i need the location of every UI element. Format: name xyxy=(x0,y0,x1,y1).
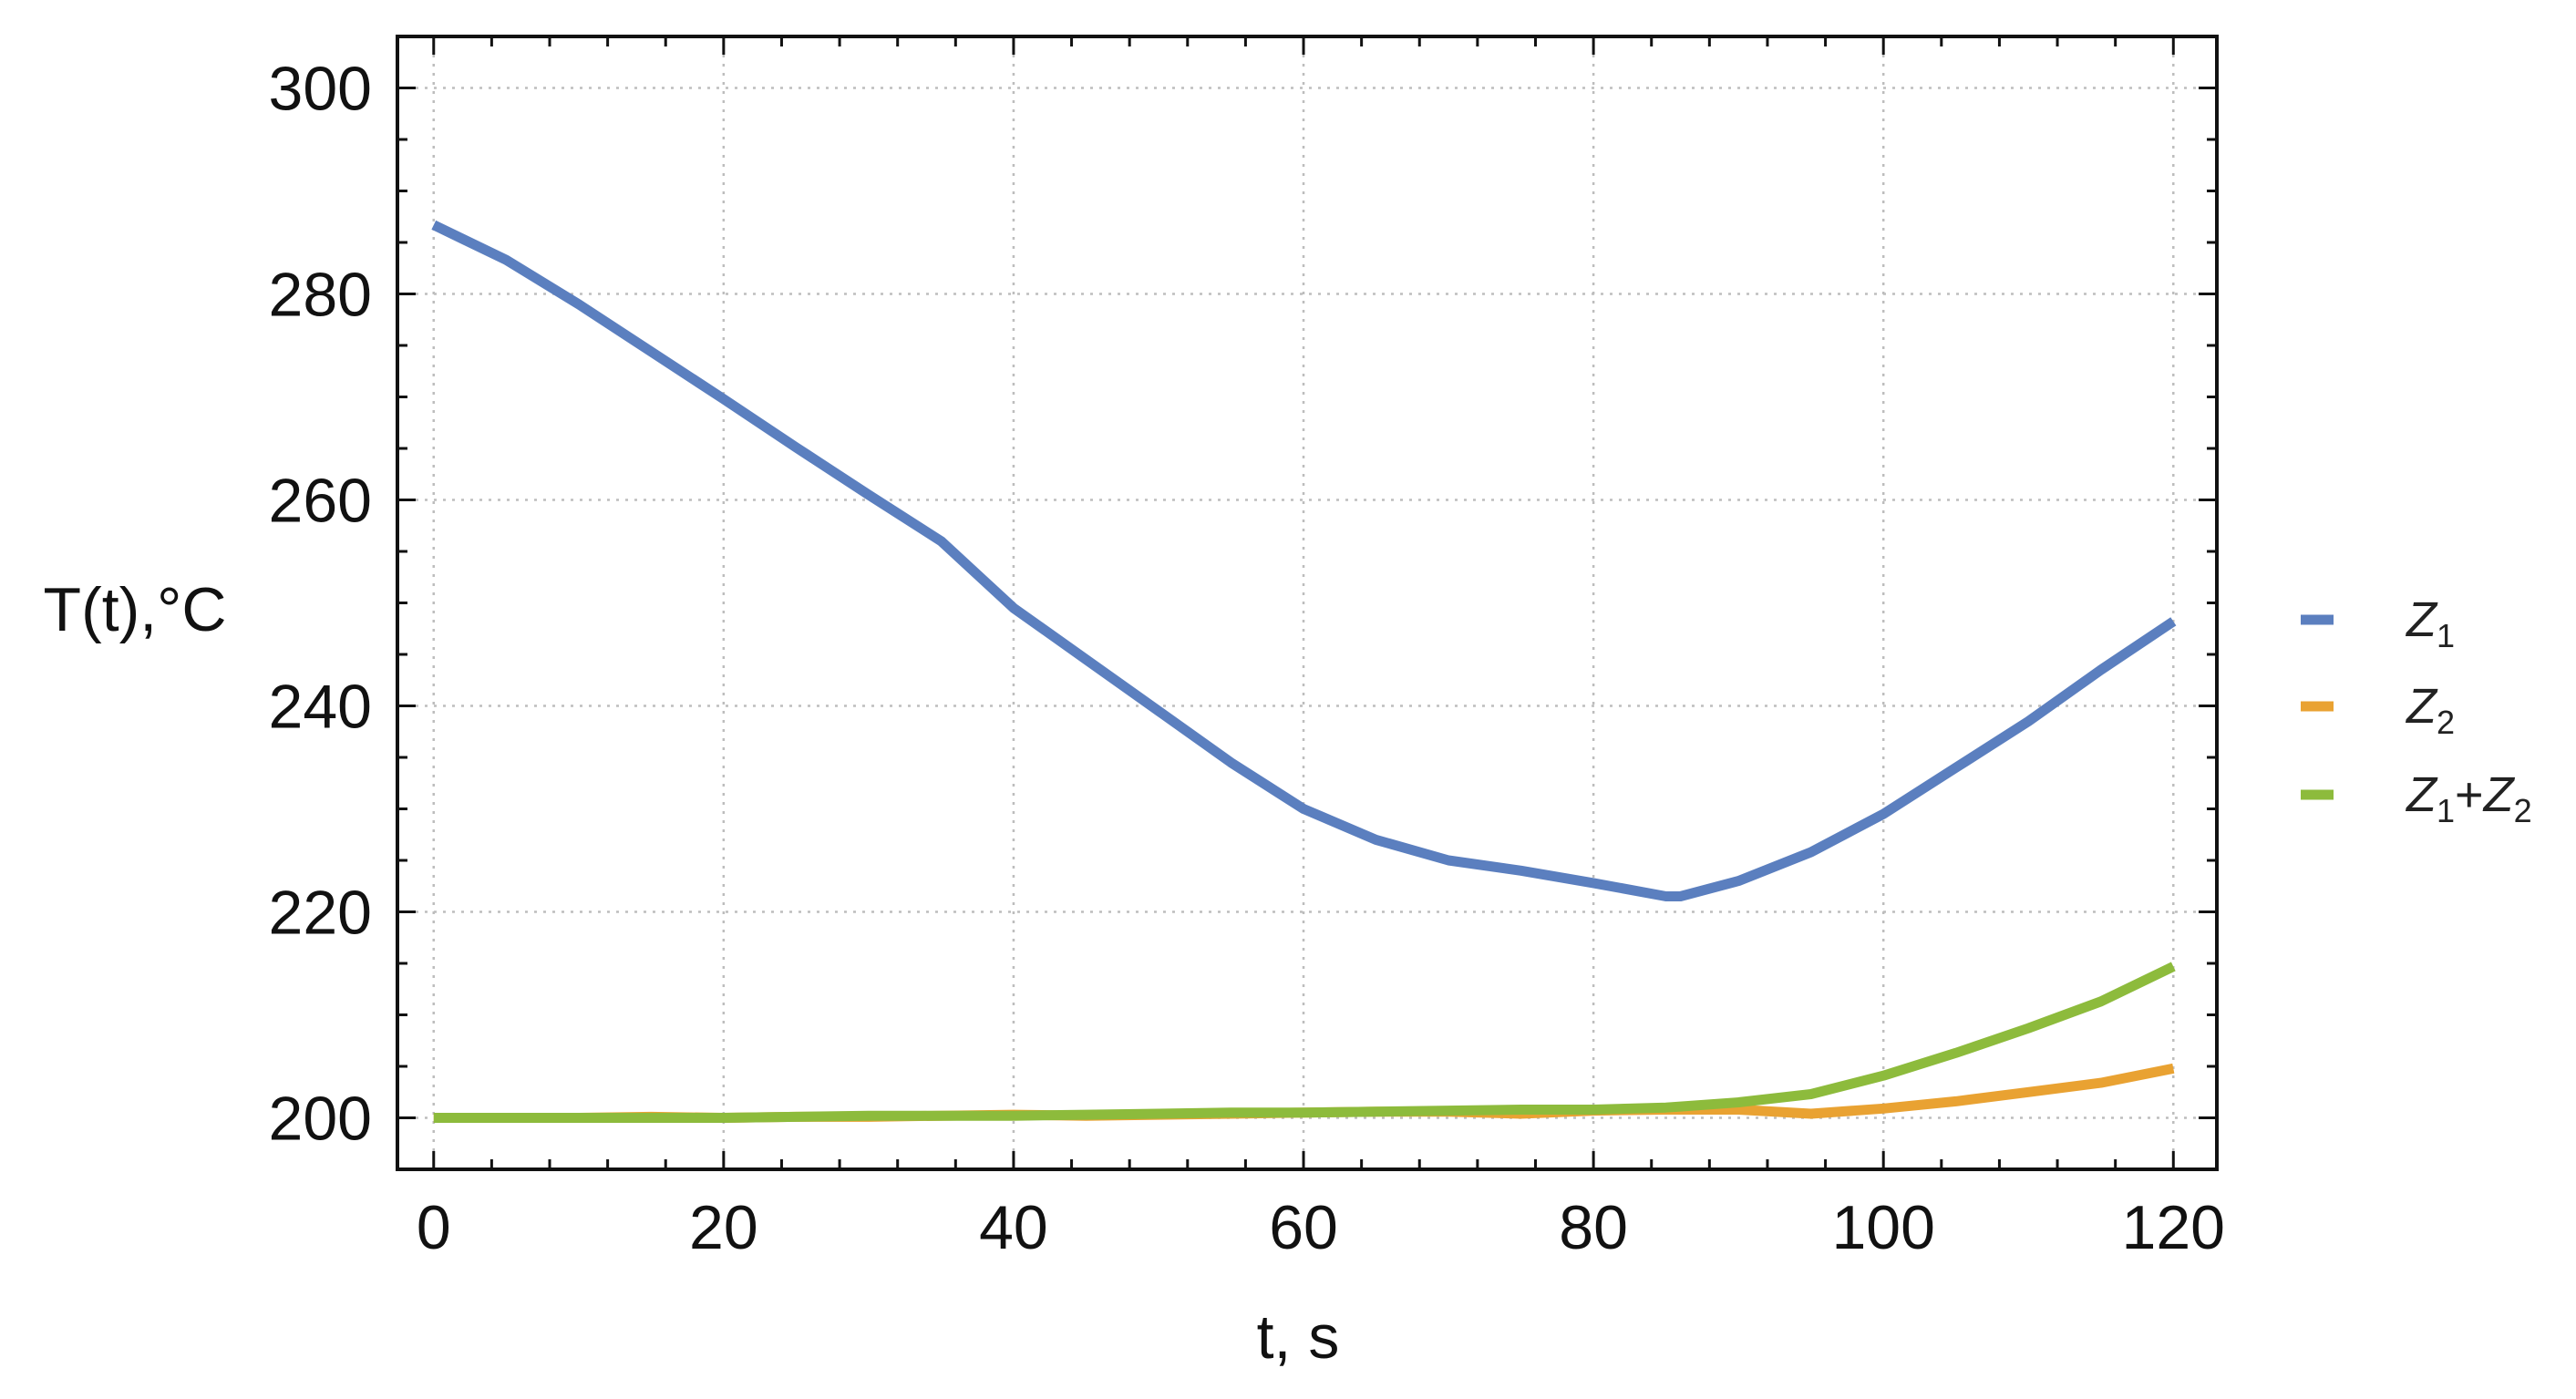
y-tick-label: 220 xyxy=(269,879,372,948)
y-tick-label: 240 xyxy=(269,673,372,742)
legend-item-z1: Z1 xyxy=(2301,592,2455,654)
x-tick-label: 0 xyxy=(417,1193,451,1262)
x-axis-title: t, s xyxy=(1257,1302,1340,1372)
series-line-z1z2 xyxy=(433,962,2176,1123)
y-tick-label: 260 xyxy=(269,467,372,536)
x-axis-tick-labels: 0 20 40 60 80 100 120 xyxy=(417,1193,2225,1262)
grid xyxy=(397,36,2217,1169)
x-tick-label: 120 xyxy=(2122,1193,2225,1262)
x-tick-label: 80 xyxy=(1559,1193,1628,1262)
x-tick-label: 20 xyxy=(689,1193,758,1262)
plot-frame xyxy=(396,35,2219,1171)
series-lines xyxy=(431,220,2177,1123)
legend: Z1 Z2 Z1+Z2 xyxy=(2301,592,2532,829)
y-tick-label: 200 xyxy=(269,1085,372,1154)
y-tick-label: 280 xyxy=(269,261,372,330)
y-tick-label: 300 xyxy=(269,55,372,124)
x-tick-label: 100 xyxy=(1831,1193,1934,1262)
axis-ticks xyxy=(397,36,2217,1169)
legend-item-z1z2: Z1+Z2 xyxy=(2301,767,2532,829)
series-line-z1 xyxy=(431,220,2177,901)
legend-item-z2: Z2 xyxy=(2301,679,2455,741)
y-axis-tick-labels: 200 220 240 260 280 300 xyxy=(269,55,372,1154)
x-tick-label: 40 xyxy=(979,1193,1048,1262)
x-tick-label: 60 xyxy=(1269,1193,1338,1262)
y-axis-title: T(t),°C xyxy=(44,575,227,644)
legend-label: Z1 xyxy=(2405,592,2455,654)
legend-label: Z1+Z2 xyxy=(2405,767,2532,829)
legend-label: Z2 xyxy=(2405,679,2455,741)
